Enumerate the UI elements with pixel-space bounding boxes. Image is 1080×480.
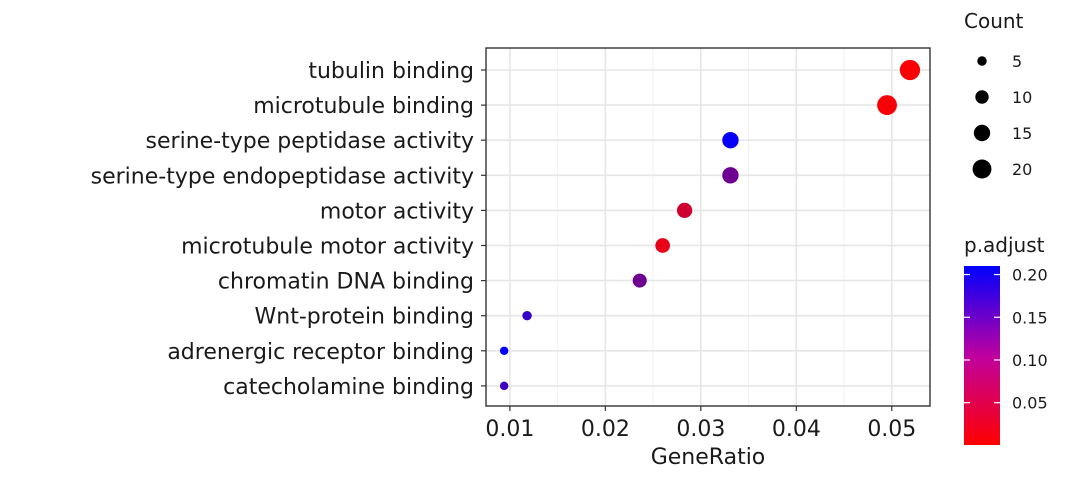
y-tick-label: serine-type peptidase activity (146, 129, 474, 154)
data-point (722, 132, 739, 149)
data-point (655, 238, 670, 253)
color-legend-label: 0.15 (1012, 308, 1048, 327)
x-tick-label: 0.05 (867, 417, 916, 442)
x-tick-label: 0.01 (485, 417, 534, 442)
color-bar (964, 266, 1000, 445)
data-point (899, 59, 921, 81)
data-point (877, 95, 897, 116)
data-point (632, 273, 647, 288)
color-legend-label: 0.20 (1012, 266, 1048, 285)
plot-area (486, 48, 930, 406)
plot-background (486, 48, 930, 406)
size-legend-label: 10 (1012, 88, 1032, 107)
data-points (499, 59, 921, 391)
plot-frame (485, 47, 931, 407)
data-point (499, 381, 509, 391)
y-tick-label: catecholamine binding (223, 375, 474, 400)
y-tick-label: microtubule binding (253, 94, 474, 119)
x-tick-label: 0.03 (676, 417, 725, 442)
data-point (676, 202, 693, 219)
y-tick-label: microtubule motor activity (181, 235, 474, 260)
y-axis-labels: tubulin binding microtubule binding serine… (91, 59, 486, 400)
y-tick-label: motor activity (320, 199, 474, 224)
x-axis-title: GeneRatio (651, 445, 766, 470)
count-size-legend: Count 5 10 15 20 (964, 9, 1032, 179)
x-axis-labels: 0.01 0.02 0.03 0.04 0.05 (485, 406, 916, 442)
size-legend-key (972, 159, 992, 179)
data-point (722, 167, 739, 184)
grid-lines (486, 48, 930, 406)
color-legend-title: p.adjust (964, 233, 1045, 257)
y-tick-label: Wnt-protein binding (255, 305, 474, 330)
p-adjust-color-legend: p.adjust 0.05 0.10 0.15 0.20 (964, 233, 1048, 445)
x-tick-label: 0.04 (772, 417, 821, 442)
y-tick-label: adrenergic receptor binding (167, 340, 474, 365)
size-legend-key (977, 56, 987, 66)
y-tick-label: tubulin binding (308, 59, 474, 84)
size-legend-label: 20 (1012, 160, 1032, 179)
size-legend-title: Count (964, 9, 1024, 33)
size-legend-label: 15 (1012, 124, 1032, 143)
color-legend-label: 0.05 (1012, 394, 1048, 413)
y-tick-label: chromatin DNA binding (218, 270, 474, 295)
color-legend-label: 0.10 (1012, 351, 1048, 370)
size-legend-key (975, 90, 989, 104)
y-tick-label: serine-type endopeptidase activity (91, 164, 474, 189)
size-legend-label: 5 (1012, 52, 1022, 71)
data-point (499, 346, 509, 356)
data-point (522, 310, 532, 321)
size-legend-key (973, 124, 991, 142)
x-tick-label: 0.02 (581, 417, 630, 442)
plot-border (485, 47, 931, 407)
